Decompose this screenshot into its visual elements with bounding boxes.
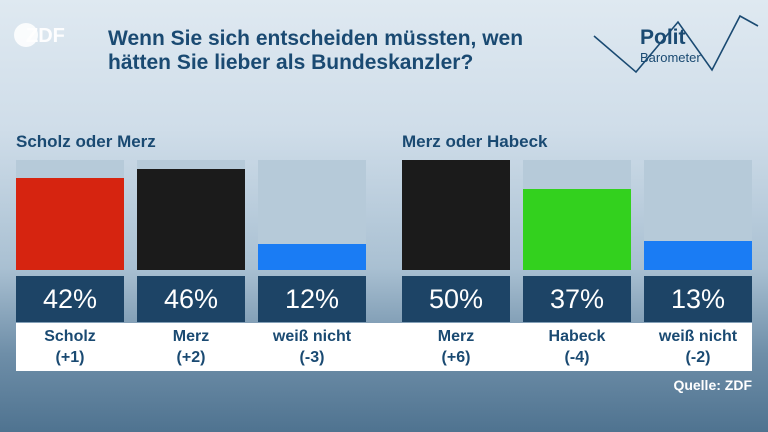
bar-track xyxy=(402,160,510,270)
bar-track xyxy=(137,160,245,270)
zdf-logo-circle-icon xyxy=(14,23,38,47)
category-name: Habeck xyxy=(548,328,606,345)
category-name: Merz xyxy=(437,328,475,345)
category-label: Scholz (+1) xyxy=(16,326,124,368)
data-label: 12% xyxy=(258,276,366,322)
bar xyxy=(137,168,245,270)
bar-track xyxy=(644,160,752,270)
category-name: weiß nicht xyxy=(272,328,352,345)
category-label: Merz (+6) xyxy=(402,326,510,368)
group-title-scholz-merz: Scholz oder Merz xyxy=(16,132,156,151)
politbarometer-subtitle: Barometer xyxy=(640,50,701,65)
category-change: (+2) xyxy=(176,349,206,366)
category-change: (+6) xyxy=(441,349,471,366)
category-change: (-2) xyxy=(685,349,711,366)
data-label: 50% xyxy=(402,276,510,322)
bar xyxy=(644,241,752,270)
bar-track xyxy=(16,160,124,270)
bar xyxy=(402,160,510,270)
headline: Wenn Sie sich entscheiden müssten, wen h… xyxy=(108,27,524,74)
politbarometer-title: Polit xyxy=(640,26,686,49)
category-name: weiß nicht xyxy=(658,328,738,345)
category-name: Merz xyxy=(172,328,210,345)
bar xyxy=(258,243,366,270)
label-strip xyxy=(16,323,752,371)
category-label: Merz (+2) xyxy=(137,326,245,368)
data-label: 42% xyxy=(16,276,124,322)
bar xyxy=(16,177,124,270)
bar-track xyxy=(258,160,366,270)
category-label: weiß nicht (-3) xyxy=(258,326,366,368)
zdf-logo-text: ZDF xyxy=(26,25,65,47)
data-label: 46% xyxy=(137,276,245,322)
category-label: weiß nicht (-2) xyxy=(644,326,752,368)
category-change: (-4) xyxy=(564,349,590,366)
category-change: (+1) xyxy=(55,349,85,366)
source-note: Quelle: ZDF xyxy=(673,377,752,393)
bar-track xyxy=(523,160,631,270)
bar xyxy=(523,188,631,270)
politbarometer-logo-icon xyxy=(593,14,759,74)
category-name: Scholz xyxy=(44,328,96,345)
category-label: Habeck (-4) xyxy=(523,326,631,368)
group-title-merz-habeck: Merz oder Habeck xyxy=(402,132,548,151)
category-change: (-3) xyxy=(299,349,325,366)
zdf-logo: ZDF xyxy=(14,22,78,50)
data-label: 37% xyxy=(523,276,631,322)
data-label: 13% xyxy=(644,276,752,322)
politbarometer-zigzag-icon xyxy=(593,14,759,74)
